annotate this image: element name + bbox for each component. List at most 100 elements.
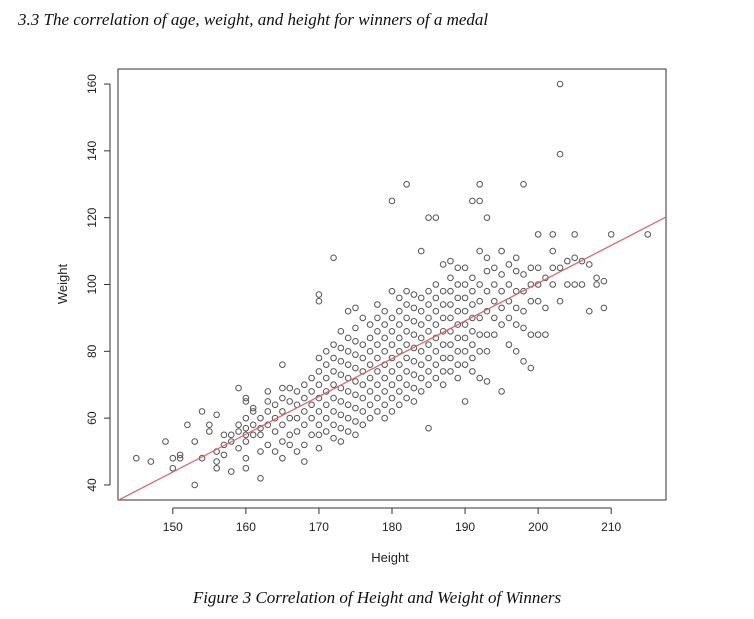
data-point: [344, 361, 352, 368]
data-point: [476, 247, 483, 255]
data-point: [483, 267, 491, 275]
data-point: [257, 474, 264, 482]
data-point: [454, 307, 462, 315]
data-point: [476, 197, 483, 205]
data-point: [242, 454, 250, 462]
data-point: [432, 348, 440, 355]
data-point: [374, 327, 381, 335]
x-tick-label: 160: [236, 520, 256, 534]
data-point: [454, 334, 462, 342]
data-point: [169, 454, 177, 462]
data-point: [571, 231, 578, 238]
data-point: [417, 334, 425, 342]
x-tick-label: 190: [455, 520, 475, 534]
data-point: [286, 441, 294, 449]
data-point: [388, 314, 396, 322]
data-point: [374, 381, 381, 389]
data-point: [396, 374, 403, 382]
data-point: [235, 444, 242, 452]
data-point: [469, 274, 476, 282]
data-point: [271, 401, 279, 409]
data-point: [403, 381, 410, 389]
data-point: [279, 438, 286, 445]
data-point: [374, 394, 381, 402]
data-point: [425, 354, 432, 362]
data-point: [279, 394, 286, 402]
data-point: [330, 368, 337, 375]
data-point: [403, 301, 410, 308]
data-point: [344, 401, 352, 409]
data-point: [286, 384, 294, 392]
data-point: [330, 434, 337, 442]
data-point: [498, 287, 505, 295]
data-point: [388, 408, 396, 415]
data-point: [352, 351, 359, 358]
data-point: [476, 314, 483, 322]
data-point: [417, 361, 425, 368]
data-point: [439, 341, 447, 348]
data-point: [476, 374, 483, 382]
data-point: [359, 381, 367, 389]
data-point: [454, 348, 462, 355]
data-point: [169, 464, 177, 472]
data-point: [483, 378, 491, 385]
data-point: [425, 424, 432, 432]
data-point: [410, 291, 418, 298]
data-point: [235, 421, 242, 429]
data-point: [476, 331, 483, 338]
data-point: [476, 297, 483, 305]
data-point: [330, 421, 337, 429]
data-point: [410, 331, 418, 338]
data-point: [227, 431, 235, 439]
data-point: [257, 431, 264, 439]
data-point: [374, 408, 381, 415]
data-point: [264, 441, 272, 449]
data-point: [301, 394, 308, 402]
data-point: [432, 281, 440, 288]
y-tick-label: 40: [85, 478, 99, 492]
data-point: [498, 388, 505, 395]
data-point: [293, 388, 301, 395]
data-point: [206, 421, 213, 429]
data-point: [366, 348, 374, 355]
data-point: [315, 354, 323, 362]
data-point: [352, 364, 359, 372]
data-point: [381, 321, 388, 328]
data-point: [461, 398, 469, 405]
data-point: [564, 281, 571, 288]
data-point: [271, 448, 279, 455]
data-point: [512, 348, 520, 355]
data-point: [322, 401, 330, 409]
scatter-chart: 150 160 170 180 190 200 210 40 60 80 100 120 140 160…: [55, 68, 667, 565]
data-point: [359, 408, 367, 415]
data-point: [396, 401, 403, 409]
data-point: [396, 294, 403, 302]
data-point: [447, 354, 454, 362]
y-tick-label: 140: [85, 141, 99, 161]
data-point: [439, 381, 447, 389]
data-point: [469, 197, 476, 205]
data-point: [257, 448, 264, 455]
data-point: [476, 281, 483, 288]
x-axis: 150 160 170 180 190 200 210: [163, 507, 622, 534]
data-point: [454, 374, 462, 382]
data-point: [337, 358, 345, 365]
data-point: [396, 307, 403, 315]
data-point: [490, 331, 498, 338]
data-point: [593, 281, 600, 288]
data-point: [381, 401, 388, 409]
data-point: [439, 354, 447, 362]
data-point: [352, 304, 359, 312]
data-point: [271, 428, 279, 435]
data-point: [388, 341, 396, 348]
data-point: [461, 334, 469, 342]
data-point: [374, 341, 381, 348]
data-point: [403, 287, 410, 295]
data-point: [315, 297, 323, 305]
data-point: [505, 261, 513, 268]
data-point: [381, 348, 388, 355]
data-point: [286, 431, 294, 439]
data-point: [242, 414, 250, 422]
y-axis: 40 60 80 100 120 140 160: [85, 74, 111, 492]
data-point: [257, 414, 264, 422]
